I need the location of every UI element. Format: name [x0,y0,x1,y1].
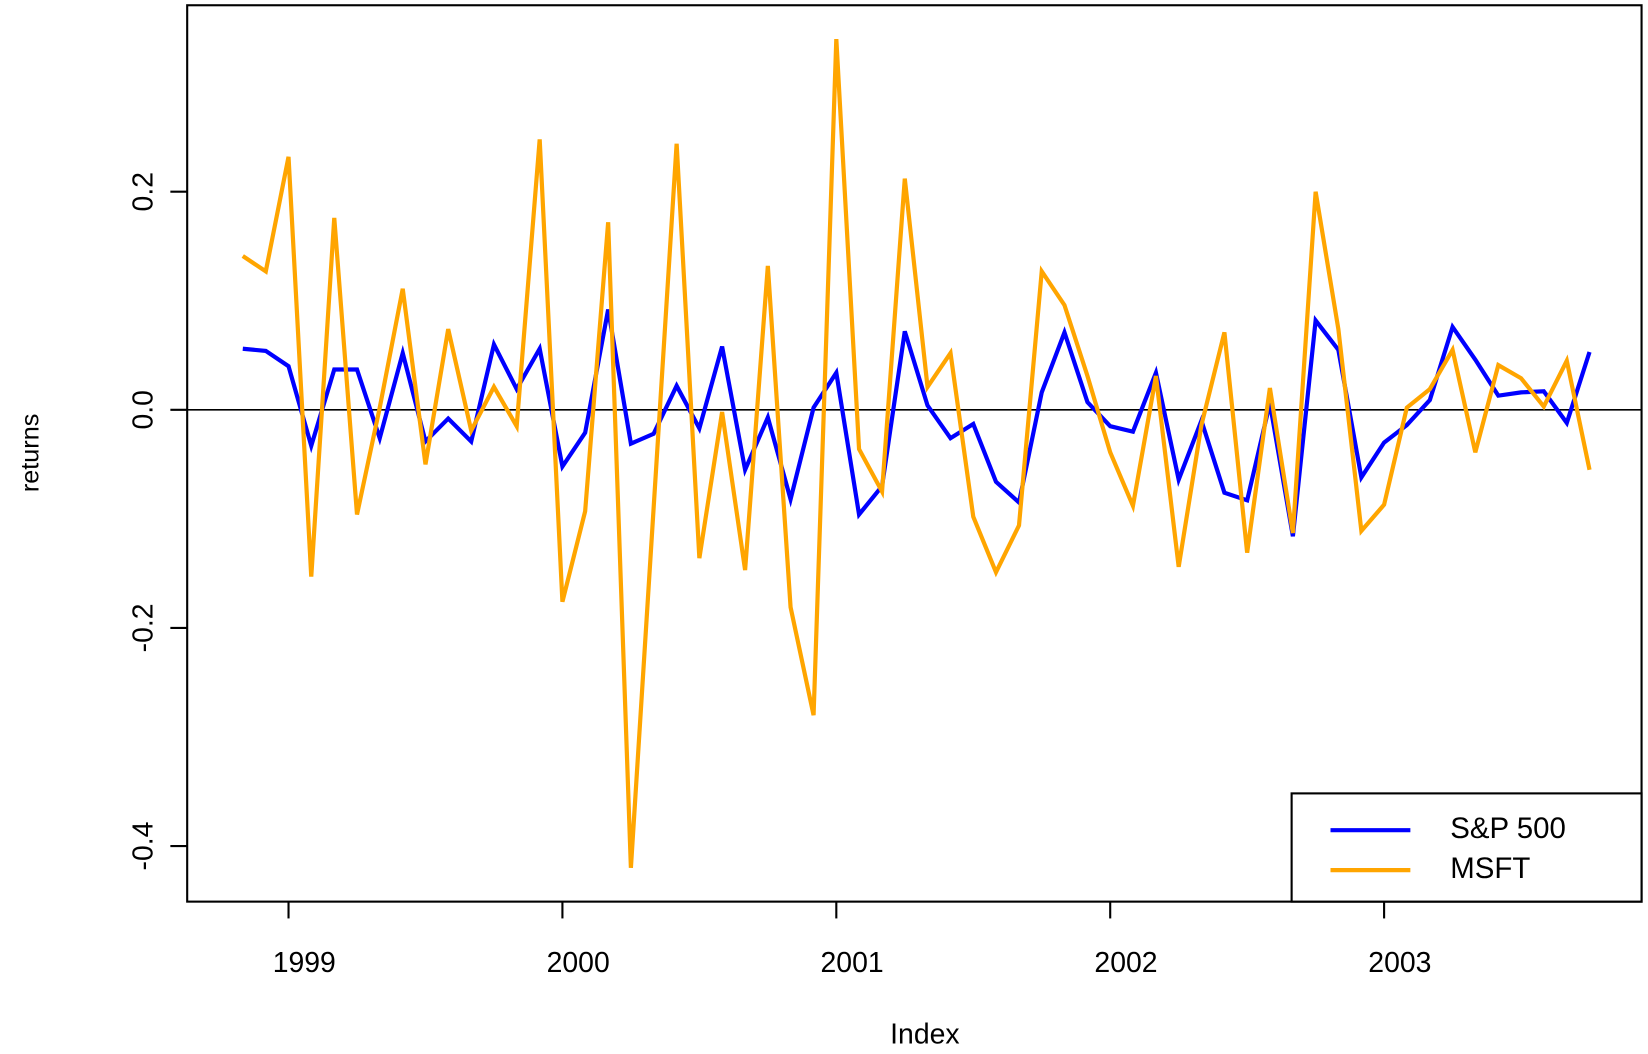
y-tick-label: 0.2 [128,172,160,211]
x-tick-label: 2003 [1368,947,1431,979]
legend-label: MSFT [1450,852,1530,885]
y-axis-label: returns [16,414,44,493]
y-tick-label: -0.2 [128,603,160,652]
x-tick-label: 1999 [273,947,336,979]
x-tick-label: 2001 [821,947,884,979]
y-tick-label: 0.0 [128,390,160,429]
legend-box [1290,792,1643,903]
x-tick-label: 2000 [547,947,610,979]
series-line [241,38,1592,868]
legend-label: S&P 500 [1450,812,1566,845]
plot-frame [186,4,1643,903]
series-line [242,309,1592,537]
y-tick-label: -0.4 [128,822,160,871]
x-tick-label: 2002 [1094,947,1157,979]
x-axis-label: Index [890,1018,959,1050]
